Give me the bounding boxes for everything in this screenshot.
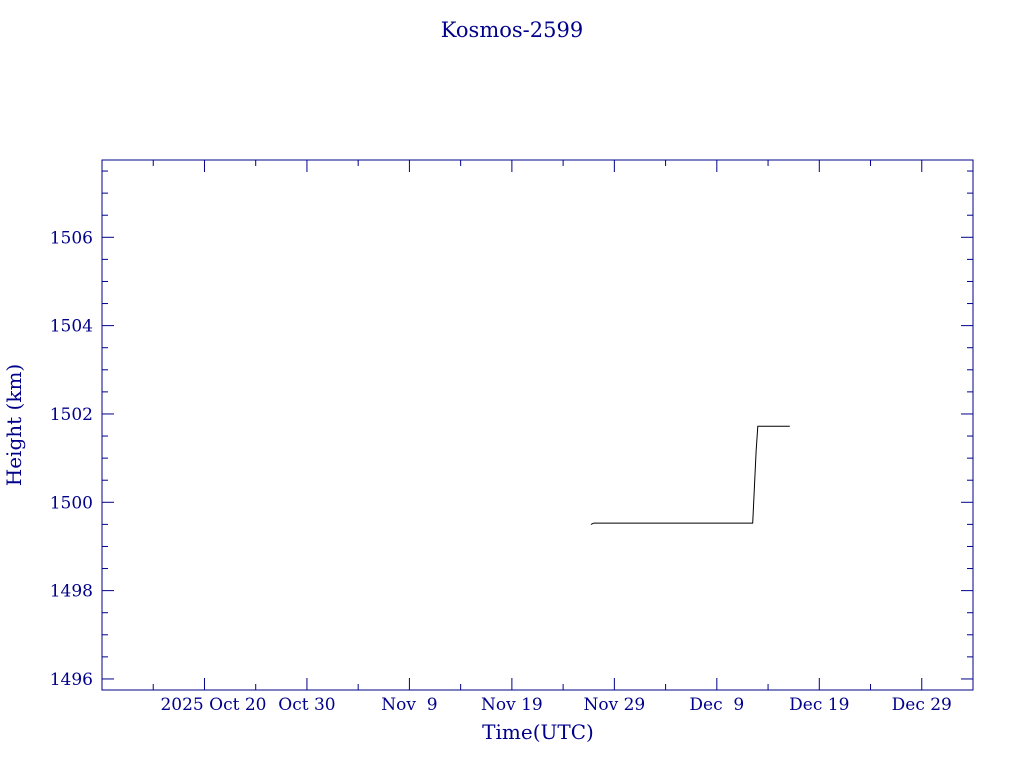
y-major-ticks [102,236,973,680]
x-tick-labels: 2025 Oct 20 Oct 30 Nov 9 Nov 19 Nov 29 Dec 9 D… [160,695,951,715]
x-tick-label: 2025 Oct 20 [160,695,266,715]
y-tick-label: 1506 [50,228,93,248]
x-tick-label: Nov 9 [381,695,437,715]
x-tick-label: Dec 9 [689,695,744,715]
plot-frame [101,159,974,691]
y-axis-label: Height (km) [2,364,26,486]
y-tick-label: 1500 [50,493,93,513]
x-tick-label: Nov 29 [583,695,645,715]
y-tick-labels: 1496 1498 1500 1502 1504 1506 [50,228,93,690]
x-axis-label: Time(UTC) [482,720,594,744]
y-tick-label: 1504 [50,317,93,337]
y-minor-ticks [102,170,973,658]
x-minor-ticks [152,160,872,690]
y-tick-label: 1498 [50,582,93,602]
x-tick-label: Dec 29 [892,695,952,715]
x-major-ticks [203,160,923,690]
x-tick-label: Nov 19 [481,695,543,715]
x-tick-label: Dec 19 [789,695,849,715]
y-tick-label: 1496 [50,670,93,690]
y-tick-label: 1502 [50,405,93,425]
chart-title: Kosmos-2599 [441,18,583,42]
x-tick-label: Oct 30 [278,695,335,715]
height-series-line [590,425,790,525]
